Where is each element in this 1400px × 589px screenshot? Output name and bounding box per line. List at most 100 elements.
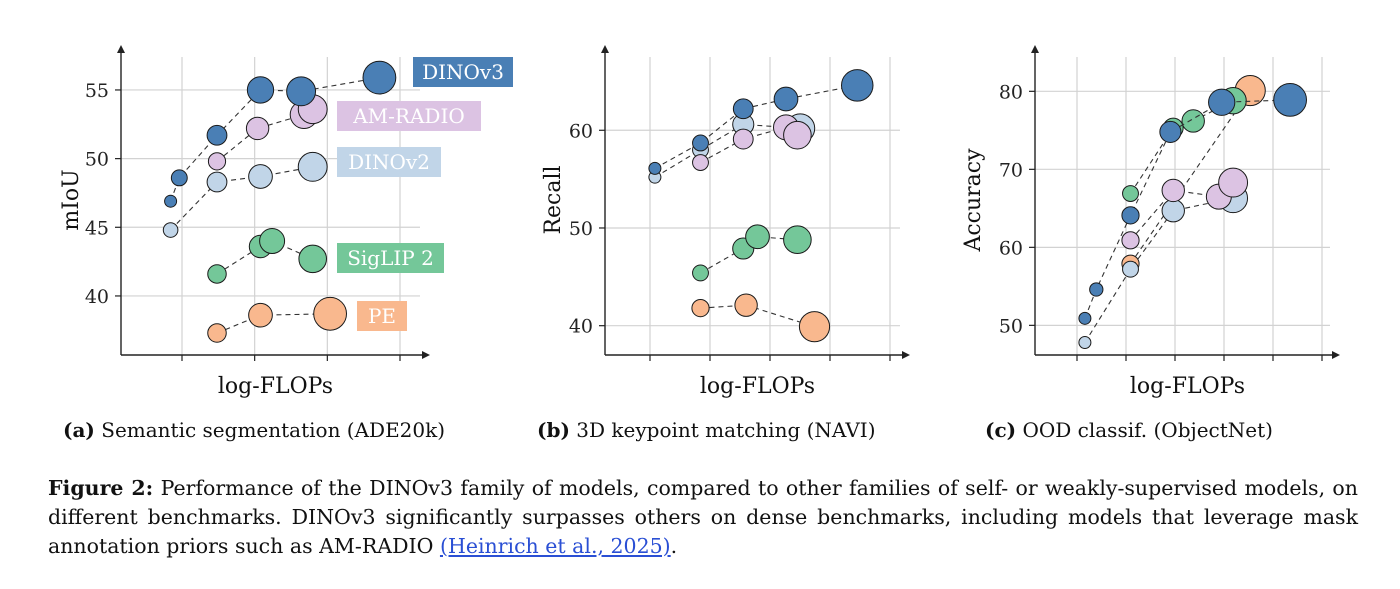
series-line: [1130, 90, 1251, 265]
point-siglip-2: [692, 264, 709, 282]
y-tick-label: 70: [999, 159, 1023, 181]
series-am-radio-c: [1121, 167, 1249, 250]
subcaption-a: (a) Semantic segmentation (ADE20k): [63, 418, 445, 442]
series-line: [216, 108, 313, 162]
y-tick-label: 50: [85, 149, 109, 171]
point-dinov3: [1078, 311, 1092, 325]
point-dinov3: [773, 86, 799, 112]
legend-label-am-radio: AM-RADIO: [352, 104, 465, 128]
figure-panels: 40 45 50 55 log-FLOPs mIoU (a) Semantic segmen…: [59, 45, 1340, 442]
point-siglip-2: [207, 264, 227, 284]
series-siglip-2-a: [207, 228, 328, 284]
legend-label-dinov2: DINOv2: [348, 150, 430, 174]
series-line: [654, 84, 858, 169]
y-axis-label: Accuracy: [961, 148, 986, 253]
y-tick-label: 55: [85, 80, 109, 102]
axes-b: [601, 45, 910, 359]
point-dinov3: [1089, 282, 1104, 297]
figure-caption: Figure 2: Performance of the DINOv3 fami…: [48, 474, 1358, 561]
y-tick-label: 40: [569, 316, 593, 338]
point-am-radio: [783, 120, 812, 150]
point-siglip-2: [259, 228, 286, 255]
point-am-radio: [1121, 231, 1140, 250]
series-dinov3-b: [648, 69, 874, 175]
legend-box-siglip-2: [337, 243, 444, 273]
series-dinov3-a: [164, 60, 397, 208]
y-tick-label: 40: [85, 286, 109, 308]
point-am-radio: [1218, 167, 1249, 198]
legend-box-dinov2: [337, 147, 441, 177]
point-siglip-2: [298, 244, 328, 274]
point-am-radio: [732, 128, 754, 150]
point-dinov3: [206, 124, 228, 146]
y-axis-label: Recall: [541, 165, 566, 234]
point-pe: [313, 296, 348, 331]
legend-label-dinov3: DINOv3: [422, 60, 504, 84]
legend-labels: DINOv3 AM-RADIO DINOv2 SigLIP 2 PE: [337, 57, 513, 331]
subcaption-c: (c) OOD classif. (ObjectNet): [985, 418, 1273, 442]
legend-box-pe: [357, 301, 407, 331]
point-dinov3: [732, 98, 754, 120]
x-axis-label: log-FLOPs: [218, 374, 333, 399]
point-am-radio: [1161, 178, 1185, 203]
point-am-radio: [692, 154, 709, 171]
series-siglip-2-b: [692, 224, 812, 282]
point-am-radio: [245, 116, 270, 141]
point-dinov3: [1159, 120, 1182, 143]
point-pe: [734, 293, 758, 317]
x-axis-label: log-FLOPs: [700, 374, 815, 399]
series-line: [170, 166, 313, 231]
panel-b: 40 50 60 log-FLOPs Recall (b) 3D keypoint mat…: [537, 45, 910, 442]
point-dinov3: [1208, 88, 1236, 116]
point-pe: [207, 323, 227, 343]
series-pe-b: [691, 293, 831, 343]
grid-b: [605, 57, 900, 361]
y-tick-label: 80: [999, 81, 1023, 103]
series-line: [216, 313, 331, 334]
series-line: [1084, 99, 1291, 319]
caption-text: Performance of the DINOv3 family of mode…: [48, 476, 1358, 558]
point-dinov3: [246, 76, 275, 104]
y-tick-label: 60: [999, 237, 1023, 259]
citation-link[interactable]: (Heinrich et al., 2025): [439, 534, 671, 558]
point-dinov2: [206, 171, 228, 193]
panel-c: 50 60 70 80 log-FLOPs Accuracy (c) OOD classif…: [961, 45, 1340, 442]
point-pe: [248, 302, 273, 328]
subcaption-b: (b) 3D keypoint matching (NAVI): [537, 418, 876, 442]
caption-label: Figure 2:: [48, 476, 154, 500]
point-siglip-2: [745, 224, 770, 250]
point-dinov3: [362, 60, 397, 95]
axes-c: [1031, 45, 1340, 359]
caption-end: .: [670, 534, 678, 558]
point-siglip-2: [1181, 109, 1205, 133]
point-siglip-2: [783, 225, 812, 255]
point-am-radio: [207, 152, 227, 171]
y-tick-label: 45: [85, 217, 109, 239]
point-dinov3: [692, 134, 709, 152]
series-line: [170, 77, 380, 202]
point-siglip-2: [1122, 185, 1139, 202]
point-dinov2: [162, 222, 179, 238]
point-dinov3: [164, 194, 178, 208]
legend-box-dinov3: [413, 57, 513, 87]
y-tick-label: 60: [569, 120, 593, 142]
series-line: [700, 304, 815, 328]
panel-a: 40 45 50 55 log-FLOPs mIoU (a) Semantic segmen…: [59, 45, 513, 442]
series-pe-a: [207, 296, 348, 343]
legend-label-siglip-2: SigLIP 2: [347, 246, 434, 270]
point-dinov2: [248, 164, 273, 189]
legend-box-am-radio: [337, 101, 481, 131]
point-dinov3: [170, 169, 188, 187]
legend-label-pe: PE: [368, 304, 396, 328]
y-tick-label: 50: [569, 218, 593, 240]
axes-a: [117, 45, 430, 359]
x-axis-label: log-FLOPs: [1130, 374, 1245, 399]
series-line: [1084, 197, 1234, 343]
series-am-radio-b: [692, 114, 812, 171]
point-dinov2: [1122, 260, 1139, 278]
point-dinov3: [286, 76, 317, 107]
point-pe: [691, 299, 710, 318]
point-dinov3: [841, 69, 874, 102]
point-dinov2: [297, 151, 328, 182]
point-pe: [798, 311, 831, 343]
